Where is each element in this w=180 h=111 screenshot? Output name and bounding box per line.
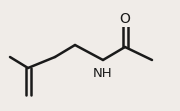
Text: NH: NH: [93, 67, 113, 80]
Text: O: O: [120, 12, 130, 26]
